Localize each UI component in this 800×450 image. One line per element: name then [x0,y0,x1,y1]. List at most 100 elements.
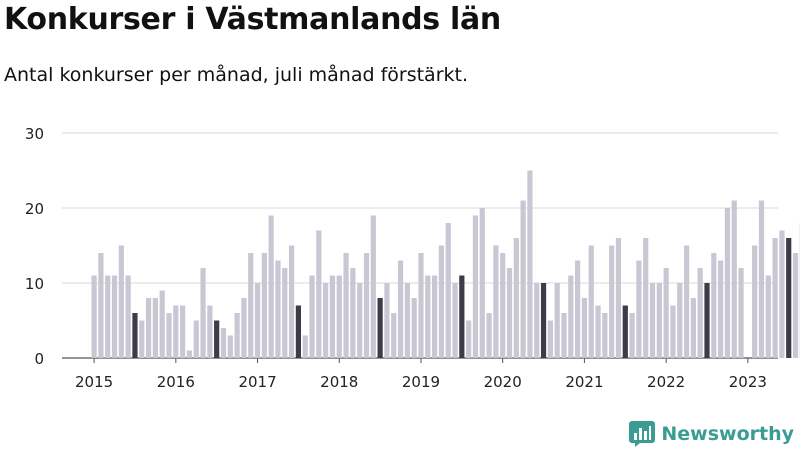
bar [656,283,662,358]
bar [602,313,608,358]
bar [275,260,281,358]
bar [180,305,186,358]
bar [643,238,649,358]
brand-logo: Newsworthy [629,421,794,447]
bar [568,275,574,358]
bar [370,215,376,358]
bar [220,328,227,358]
bar [207,305,213,358]
x-tick-label: 2022 [647,373,685,391]
bar [268,215,274,358]
bar [329,275,336,358]
bar [588,245,594,358]
bar [248,253,254,358]
x-tick-label: 2016 [157,373,195,391]
bar [261,253,267,358]
bar [718,260,724,358]
bar [765,275,771,358]
bar [697,268,703,358]
chart-title: Konkurser i Västmanlands län [4,2,501,37]
bar [445,223,451,358]
bar [363,253,370,358]
x-tick-label: 2018 [320,373,358,391]
bar [704,283,710,358]
bar [159,290,165,358]
x-tick-label: 2021 [565,373,603,391]
bar [609,245,615,358]
bar [779,230,785,358]
bar [506,268,513,358]
bar [234,313,240,358]
bar [670,305,676,358]
bar [391,313,397,358]
bar [738,268,744,358]
bar [323,283,329,358]
bar [520,200,526,358]
bar [241,298,247,358]
y-tick-label: 30 [25,125,44,143]
bar [432,275,438,358]
bar [500,253,506,358]
bar [288,245,295,358]
bar [302,335,308,358]
bar [690,298,696,358]
bar [472,215,479,358]
bar [350,268,356,358]
x-tick-label: 2023 [729,373,767,391]
bar [139,320,145,358]
bar [377,298,383,358]
bar [792,253,799,358]
bar [636,260,642,358]
bar [554,283,560,358]
bar [186,350,193,358]
bar [132,313,138,358]
bar [595,305,601,358]
bar [309,275,315,358]
bar [772,238,778,358]
bar [629,313,635,358]
bar [561,313,567,358]
bar [166,313,172,358]
x-tick-label: 2020 [484,373,522,391]
bar [547,320,553,358]
bar [254,283,261,358]
bar [227,335,233,358]
bar [683,245,690,358]
bar [384,283,390,358]
bar [173,305,179,358]
bar [479,208,485,358]
bar [615,238,622,358]
bar [105,275,111,358]
bar [452,283,458,358]
bar [152,298,158,358]
bar [752,245,758,358]
bar [663,268,669,358]
bar [540,283,547,358]
bar [459,275,465,358]
bar [397,260,404,358]
bar [425,275,431,358]
x-tick-label: 2015 [75,373,113,391]
bar [513,238,519,358]
bar [418,253,424,358]
bar [91,275,97,358]
bar [411,298,417,358]
bar [527,170,533,358]
bar [581,298,588,358]
newsworthy-icon [629,421,656,447]
bar [724,208,731,358]
brand-name: Newsworthy [661,423,794,445]
bar [493,245,499,358]
y-tick-label: 10 [25,275,44,293]
bar [438,245,445,358]
bar [193,320,199,358]
x-tick-label: 2017 [238,373,276,391]
bar [649,283,656,358]
bar [282,268,288,358]
bar [575,260,581,358]
bar [404,283,410,358]
bar [118,245,124,358]
bar [758,200,765,358]
y-tick-label: 0 [34,350,44,368]
